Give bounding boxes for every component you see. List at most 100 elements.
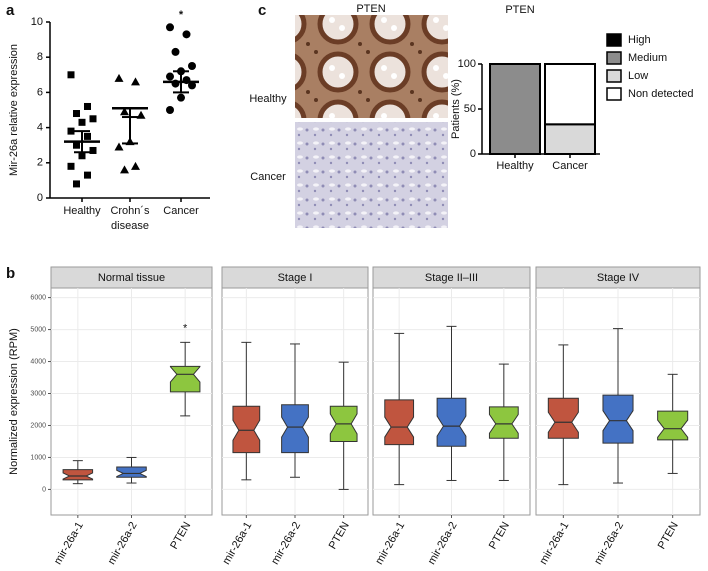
y-tick-label: 5000 bbox=[30, 326, 46, 333]
legend-label: Non detected bbox=[628, 88, 693, 100]
x-tick-label: mir-26a-2 bbox=[269, 520, 303, 567]
y-axis-label: Normalized expression (RPM) bbox=[8, 328, 20, 475]
data-point bbox=[177, 93, 185, 102]
box bbox=[169, 365, 201, 393]
box bbox=[232, 405, 261, 454]
x-tick-label: mir-26a-1 bbox=[221, 520, 255, 567]
y-tick-label: 1000 bbox=[30, 454, 46, 461]
x-tick-label: PTEN bbox=[656, 520, 681, 551]
box bbox=[436, 397, 467, 447]
data-point bbox=[84, 102, 91, 110]
legend-swatch bbox=[606, 87, 622, 101]
box bbox=[281, 404, 309, 454]
data-point bbox=[67, 162, 75, 170]
data-point bbox=[166, 23, 174, 32]
y-tick-label: 6 bbox=[37, 86, 43, 98]
data-point bbox=[89, 146, 97, 154]
x-tick-label: mir-26a-1 bbox=[373, 520, 407, 567]
histology-image bbox=[295, 15, 448, 118]
facet-title: Normal tissue bbox=[98, 272, 165, 284]
image-title: PTEN bbox=[356, 3, 385, 15]
facet-title: Stage II–III bbox=[425, 272, 478, 284]
data-point bbox=[89, 115, 97, 123]
data-point bbox=[67, 71, 75, 79]
data-point bbox=[171, 47, 180, 56]
data-point bbox=[114, 73, 124, 82]
x-tick-label: Healthy bbox=[496, 160, 534, 172]
data-point bbox=[188, 81, 196, 90]
legend-swatch bbox=[606, 33, 622, 47]
image-row-label: Cancer bbox=[250, 171, 286, 183]
data-point bbox=[78, 152, 86, 160]
data-point bbox=[120, 165, 129, 174]
panel-label: c bbox=[258, 2, 266, 19]
y-tick-label: 0 bbox=[37, 192, 43, 204]
x-tick-label: Healthy bbox=[63, 205, 101, 217]
x-tick-label: PTEN bbox=[327, 520, 352, 551]
histology-image bbox=[295, 122, 448, 228]
data-point bbox=[73, 110, 80, 118]
legend-swatch bbox=[606, 69, 622, 83]
facet-title: Stage I bbox=[278, 272, 313, 284]
data-point bbox=[131, 161, 140, 170]
y-tick-label: 8 bbox=[37, 51, 43, 63]
x-tick-label: mir-26a-2 bbox=[592, 520, 626, 567]
y-tick-label: 100 bbox=[458, 58, 476, 70]
x-tick-label: mir-26a-2 bbox=[106, 520, 140, 567]
significance-mark: * bbox=[179, 9, 184, 21]
box bbox=[547, 397, 579, 439]
data-point bbox=[166, 106, 174, 114]
y-tick-label: 4 bbox=[37, 122, 43, 134]
y-tick-label: 6000 bbox=[30, 294, 46, 301]
y-axis-label: Patients (%) bbox=[450, 79, 462, 139]
data-point bbox=[73, 141, 80, 149]
data-point bbox=[67, 127, 75, 135]
data-point bbox=[136, 110, 146, 119]
y-tick-label: 10 bbox=[31, 16, 43, 28]
facet-title: Stage IV bbox=[597, 272, 640, 284]
x-tick-label: mir-26a-2 bbox=[426, 520, 460, 567]
y-tick-label: 2000 bbox=[30, 422, 46, 429]
bar-segment bbox=[489, 63, 541, 155]
y-tick-label: 4000 bbox=[30, 358, 46, 365]
data-point bbox=[78, 118, 86, 126]
box bbox=[488, 406, 519, 439]
box bbox=[116, 466, 147, 478]
bar-segment bbox=[544, 123, 596, 156]
panel-label: b bbox=[6, 265, 15, 282]
x-tick-label: PTEN bbox=[487, 520, 512, 551]
box bbox=[384, 399, 415, 446]
data-point bbox=[84, 132, 91, 140]
data-point bbox=[166, 72, 174, 81]
y-tick-label: 2 bbox=[37, 157, 43, 169]
data-point bbox=[131, 77, 140, 86]
data-point bbox=[84, 171, 91, 179]
x-tick-label: mir-26a-1 bbox=[538, 520, 572, 567]
bar-segment bbox=[544, 63, 596, 126]
y-tick-label: 50 bbox=[464, 103, 476, 115]
box bbox=[62, 469, 94, 481]
image-row-label: Healthy bbox=[249, 93, 287, 105]
x-tick-label: Cancer bbox=[552, 160, 588, 172]
x-tick-label: Cancer bbox=[163, 205, 199, 217]
chart-title: PTEN bbox=[505, 4, 534, 16]
legend-label: Medium bbox=[628, 52, 667, 64]
legend-label: Low bbox=[628, 70, 648, 82]
box bbox=[602, 394, 634, 444]
y-tick-label: 3000 bbox=[30, 390, 46, 397]
data-point bbox=[182, 30, 191, 39]
y-tick-label: 0 bbox=[470, 148, 476, 160]
data-point bbox=[188, 62, 196, 70]
significance-mark: * bbox=[183, 322, 188, 334]
y-tick-label: 0 bbox=[42, 486, 46, 493]
y-axis-label: Mir-26a relative expression bbox=[8, 44, 20, 176]
data-point bbox=[114, 142, 124, 151]
data-point bbox=[120, 107, 129, 116]
legend-swatch bbox=[606, 51, 622, 65]
data-point bbox=[73, 180, 80, 188]
box bbox=[657, 410, 689, 441]
x-tick-label: PTEN bbox=[168, 520, 193, 551]
x-tick-label: Crohn´s disease bbox=[110, 205, 150, 232]
